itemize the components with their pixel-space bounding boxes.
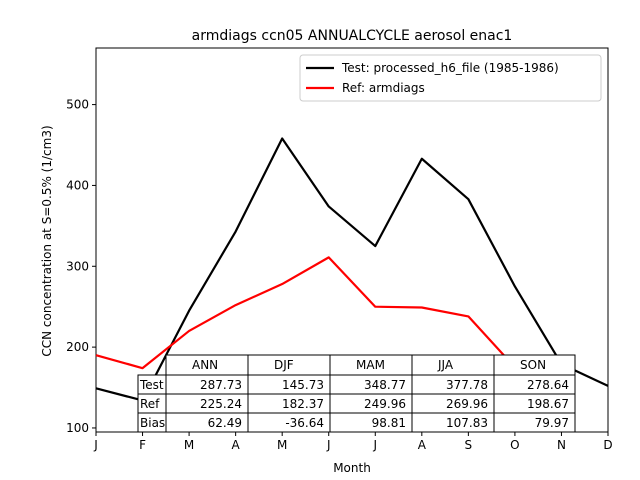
series-line-test: [95, 137, 609, 402]
table-header: MAM: [356, 358, 385, 372]
table-value: 198.67: [527, 397, 569, 411]
table-header: SON: [520, 358, 546, 372]
table-header: JJA: [437, 358, 454, 372]
chart-title: armdiags ccn05 ANNUALCYCLE aerosol enac1: [192, 28, 513, 44]
x-tick-label: F: [139, 438, 146, 452]
x-tick-label: A: [418, 438, 427, 452]
table-value: 98.81: [372, 416, 406, 430]
y-tick-label: 400: [66, 178, 89, 192]
table-row-label: Bias: [140, 416, 165, 430]
x-axis-label: Month: [333, 461, 371, 475]
table-value: 377.78: [446, 378, 488, 392]
series-line-ref: [95, 256, 562, 370]
y-tick-label: 300: [66, 259, 89, 273]
table-value: 348.77: [364, 378, 406, 392]
table-value: 182.37: [282, 397, 324, 411]
x-tick-label: J: [326, 438, 331, 452]
legend-box: [299, 54, 602, 102]
table-value: 287.73: [200, 378, 242, 392]
x-tick-label: S: [465, 438, 473, 452]
table-row-label: Test: [139, 378, 164, 392]
x-tick-label: J: [372, 438, 377, 452]
table-value: 225.24: [200, 397, 242, 411]
x-tick-label: D: [603, 438, 612, 452]
table-value: 278.64: [527, 378, 569, 392]
table-value: 79.97: [535, 416, 569, 430]
table-header: ANN: [192, 358, 218, 372]
x-tick-label: M: [184, 438, 194, 452]
table-value: 249.96: [364, 397, 406, 411]
table-cell: [493, 412, 576, 433]
table-value: -36.64: [285, 416, 324, 430]
x-tick-label: A: [232, 438, 241, 452]
legend-label: Ref: armdiags: [342, 81, 425, 95]
y-axis-label: CCN concentration at S=0.5% (1/cm3): [40, 125, 54, 356]
x-tick-label: J: [93, 438, 98, 452]
x-tick-label: M: [277, 438, 287, 452]
table-header: DJF: [274, 358, 294, 372]
table-value: 62.49: [208, 416, 242, 430]
x-tick-label: N: [557, 438, 566, 452]
table-value: 107.83: [446, 416, 488, 430]
table-row-label: Ref: [140, 397, 160, 411]
stats-table: ANN DJF MAM JJA SON Test 287.73 145.73 348.77 377…: [137, 354, 576, 433]
y-tick-label: 100: [66, 421, 89, 435]
table-value: 269.96: [446, 397, 488, 411]
x-tick-label: O: [510, 438, 519, 452]
y-tick-label: 500: [66, 98, 89, 112]
legend: Test: processed_h6_file (1985-1986) Ref: …: [299, 54, 602, 102]
y-tick-label: 200: [66, 340, 89, 354]
legend-label: Test: processed_h6_file (1985-1986): [341, 61, 559, 75]
table-value: 145.73: [282, 378, 324, 392]
